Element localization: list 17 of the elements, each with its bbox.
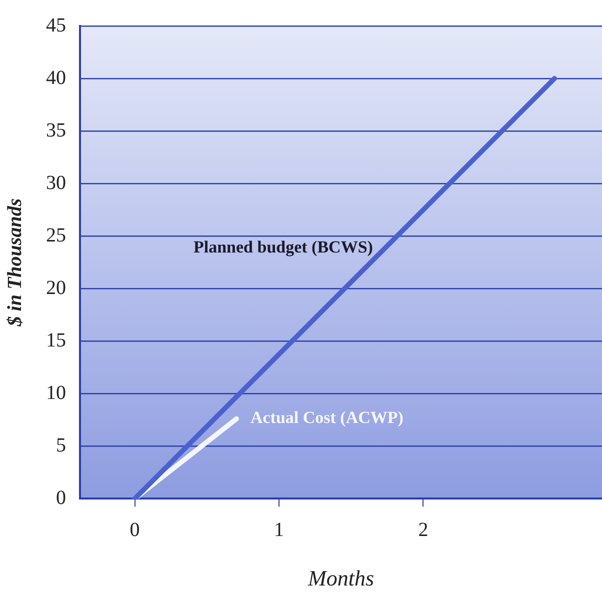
y-axis-title: $ in Thousands	[4, 198, 26, 328]
y-tick-label: 0	[56, 486, 66, 509]
y-tick-label: 35	[46, 119, 66, 142]
series-label: Actual Cost (ACWP)	[250, 408, 404, 428]
y-tick-label: 20	[46, 276, 66, 299]
x-tick-label: 0	[130, 518, 140, 541]
y-tick-label: 30	[46, 172, 66, 194]
y-tick-label: 10	[46, 382, 66, 404]
x-tick-label: 1	[274, 518, 284, 541]
y-tick-label: 15	[46, 329, 66, 352]
y-tick-label: 25	[46, 224, 66, 246]
x-tick-label: 2	[418, 518, 428, 541]
series-label: Planned budget (BCWS)	[193, 238, 373, 257]
x-axis-title: Months	[307, 566, 374, 591]
y-tick-label: 45	[46, 14, 66, 36]
y-tick-label: 5	[56, 434, 66, 456]
y-tick-label: 40	[46, 66, 66, 89]
